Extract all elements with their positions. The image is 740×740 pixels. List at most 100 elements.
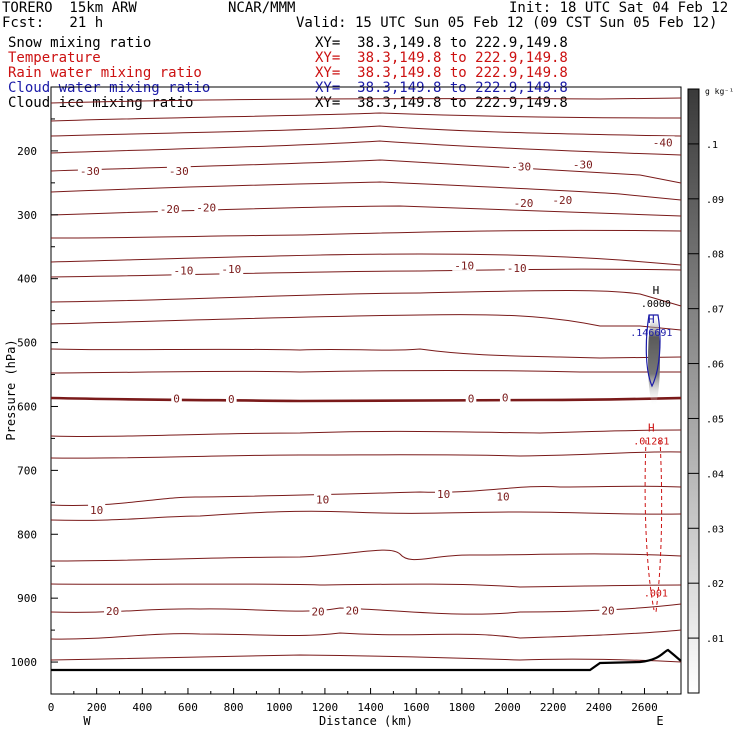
y-tick-label: 200 [17, 145, 37, 158]
plot-frame [50, 86, 682, 695]
isotherm-label: -10 [173, 265, 193, 278]
isotherm-label-bg [504, 261, 529, 274]
y-tick-label: 900 [17, 592, 37, 605]
isotherm-label-bg [77, 164, 102, 177]
isotherm-label-bg [650, 136, 675, 149]
isotherm-label: -30 [573, 158, 593, 171]
colorbar-tick-label: .06 [706, 360, 724, 371]
isotherm-label-bg [550, 193, 575, 206]
y-axis-label: Pressure (hPa) [4, 339, 18, 440]
colorbar-tick-label: .05 [706, 414, 724, 425]
legend-snow-label: Snow mixing ratio [8, 35, 152, 51]
isotherm-label-bg [494, 490, 512, 503]
extremum-value: .0000 [641, 299, 671, 310]
legend-rain-xy: XY= 38.3,149.8 to 222.9,149.8 [315, 65, 568, 81]
isotherm-label-bg [226, 392, 237, 405]
extremum-marker: H [648, 313, 655, 326]
isotherm-label: -10 [454, 259, 474, 272]
isotherm-label: -20 [196, 201, 216, 214]
x-tick-label: 800 [224, 701, 244, 714]
extremum-value: .146691 [630, 328, 672, 339]
x-tick-label: 400 [132, 701, 152, 714]
isotherm-label-bg [570, 157, 595, 170]
isotherm-label: -10 [507, 262, 527, 275]
isotherm-label: 20 [106, 605, 119, 618]
y-tick-label: 500 [17, 337, 37, 350]
init-time: Init: 18 UTC Sat 04 Feb 12 [509, 0, 729, 16]
isotherm-label: -20 [552, 194, 572, 207]
isotherm-label: -30 [169, 165, 189, 178]
x-tick-label: 2000 [494, 701, 521, 714]
colorbar-tick-label: .02 [706, 579, 724, 590]
isotherm-label: 10 [437, 488, 450, 501]
colorbar-tick-label: .08 [706, 250, 724, 261]
isotherm-label: -30 [511, 160, 531, 173]
isotherm-label: -40 [653, 137, 673, 150]
isotherm-label-bg [171, 391, 182, 404]
x-tick-label: 200 [87, 701, 107, 714]
extremum-marker: H [653, 284, 660, 297]
y-tick-label: 400 [17, 273, 37, 286]
x-axis-west-label: W [83, 714, 91, 728]
colorbar-tick-label: .03 [706, 524, 724, 535]
isotherm-label-bg [343, 603, 361, 616]
colorbar: .01 .02 .03 .04 .05 .06 .07 .08 .09 .1 g kg⁻¹ [687, 87, 734, 694]
x-axis-east-label: E [656, 714, 663, 728]
isotherm-label-bg [194, 200, 219, 213]
colorbar-unit: g kg⁻¹ [705, 87, 734, 96]
isotherm-label: 10 [316, 493, 329, 506]
isotherm-label-bg [435, 487, 453, 500]
x-tick-label: 1000 [266, 701, 293, 714]
legend-cloud-water-label: Cloud water mixing ratio [8, 80, 211, 96]
isotherm-label-bg [509, 159, 534, 172]
isotherm-label-bg [88, 503, 106, 516]
freezing-level-contour [50, 396, 682, 403]
isotherm-label: 20 [601, 604, 614, 617]
isotherm-label-bg [499, 391, 511, 404]
legend-temperature-label: Temperature [8, 50, 101, 66]
y-tick-label: 800 [17, 528, 37, 541]
axes-layer: 0 200 400 600 800 1000 1200 1400 1600 1800 2000 220… [4, 118, 668, 728]
isotherm-label-bg [309, 605, 327, 618]
x-tick-label: 1200 [312, 701, 339, 714]
isotherm-label: -30 [80, 165, 100, 178]
forecast-hour: Fcst: 21 h [2, 15, 104, 31]
extremum-value: .001 [644, 589, 668, 600]
colorbar-tick-label: .01 [706, 634, 724, 645]
y-tick-label: 700 [17, 464, 37, 477]
colorbar-tick-label: .04 [706, 469, 724, 480]
isotherm-label-bg [465, 391, 477, 404]
isotherm-label: 10 [496, 491, 509, 504]
x-tick-label: 600 [178, 701, 198, 714]
field-extrema-layer: H .0000 H .146691 H .01281 .001 [630, 284, 672, 599]
precip-plume [644, 314, 663, 613]
isotherm-label-bg [157, 202, 182, 215]
colorbar-tick-label: .07 [706, 305, 724, 316]
y-tick-label: 1000 [11, 656, 38, 669]
model-title: TORERO 15km ARW [2, 0, 137, 16]
isotherm-label-bg [511, 196, 536, 209]
isotherm-label: 20 [346, 604, 359, 617]
isotherm-label: -20 [514, 197, 534, 210]
x-tick-label: 1600 [403, 701, 430, 714]
isotherm-label: 0 [173, 392, 180, 405]
isotherm-label: -10 [221, 263, 241, 276]
isotherm-label-bg [452, 258, 477, 271]
isotherm-label-bg [171, 264, 196, 277]
x-axis-label: Distance (km) [319, 714, 413, 728]
legend-snow-xy: XY= 38.3,149.8 to 222.9,149.8 [315, 35, 568, 51]
valid-time: Valid: 15 UTC Sun 05 Feb 12 (09 CST Sun … [296, 15, 718, 31]
legend-rain-label: Rain water mixing ratio [8, 65, 202, 81]
colorbar-tick-label: .09 [706, 195, 724, 206]
legend-cloud-ice-label: Cloud ice mixing ratio [8, 95, 194, 111]
y-tick-label: 300 [17, 209, 37, 222]
x-tick-label: 2400 [586, 701, 613, 714]
isotherm-label: 10 [90, 504, 103, 517]
x-tick-label: 2200 [540, 701, 567, 714]
isotherm-label: 20 [311, 606, 324, 619]
x-tick-label: 1400 [357, 701, 384, 714]
isotherm-label-layer: -40 -30 -30 -30 -30 -20 -20 -20 -20 -10 -10 -10 -10 0… [77, 136, 675, 619]
y-tick-label: 600 [17, 400, 37, 413]
isotherm-label: 0 [502, 392, 509, 405]
